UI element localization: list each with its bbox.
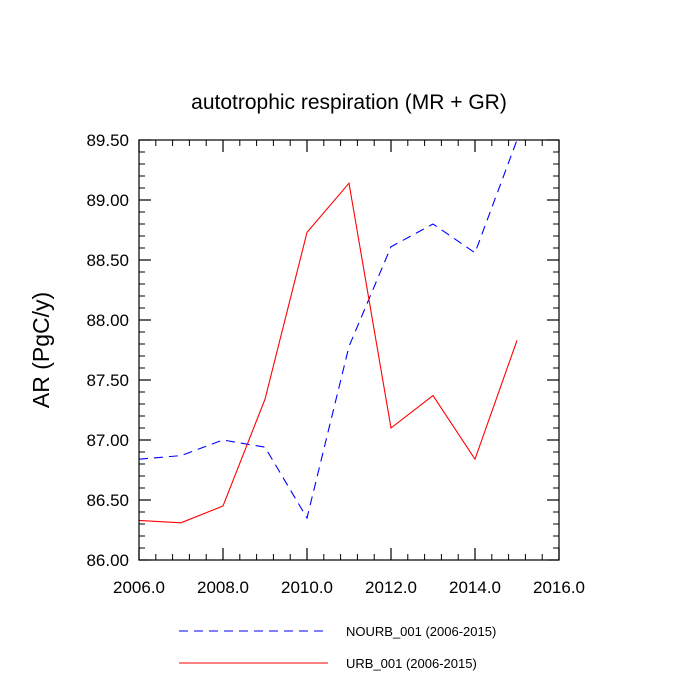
y-tick-label: 87.50 [86,371,129,390]
y-tick-label: 89.50 [86,131,129,150]
x-tick-label: 2006.0 [113,578,165,597]
y-tick-label: 88.50 [86,251,129,270]
series-line-urb-001 [138,181,518,524]
x-tick-label: 2014.0 [449,578,501,597]
y-tick-label: 87.00 [86,431,129,450]
legend: NOURB_001 (2006-2015) URB_001 (2006-2015) [179,624,496,671]
y-tick-label: 86.50 [86,491,129,510]
y-axis-label: AR (PgC/y) [28,292,54,408]
x-tick-label: 2016.0 [533,578,585,597]
y-tick-label: 88.00 [86,311,129,330]
plot-frame [138,139,560,561]
legend-label: NOURB_001 (2006-2015) [346,624,496,639]
x-tick-label: 2008.0 [197,578,249,597]
x-tick-label: 2012.0 [365,578,417,597]
y-tick-label: 86.00 [86,551,129,570]
legend-label: URB_001 (2006-2015) [346,656,477,671]
ticks-layer: 86.00 86.50 87.00 87.50 88.00 88.50 89.00 89.50… [86,131,585,597]
series-layer [138,139,518,524]
series-line-nourb-001 [138,139,518,520]
chart-title: autotrophic respiration (MR + GR) [191,91,507,114]
y-tick-label: 89.00 [86,191,129,210]
x-tick-label: 2010.0 [281,578,333,597]
